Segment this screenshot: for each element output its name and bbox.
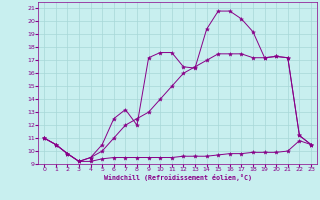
X-axis label: Windchill (Refroidissement éolien,°C): Windchill (Refroidissement éolien,°C) [104,174,252,181]
